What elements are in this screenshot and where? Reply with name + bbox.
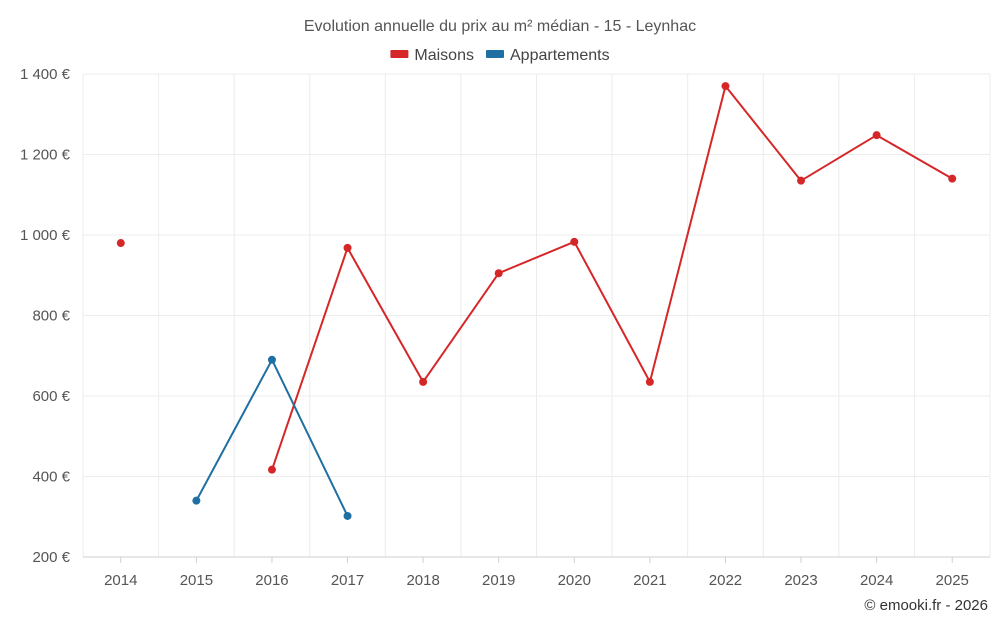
data-point-maisons bbox=[419, 377, 428, 386]
y-tick-label: 800 € bbox=[32, 308, 70, 325]
x-tick-label: 2019 bbox=[482, 572, 515, 589]
chart-title: Evolution annuelle du prix au m² médian … bbox=[304, 18, 696, 35]
data-point-maisons bbox=[570, 237, 579, 246]
x-tick-label: 2025 bbox=[936, 572, 969, 589]
x-tick-label: 2015 bbox=[180, 572, 213, 589]
data-point-appartements bbox=[267, 355, 276, 364]
credit: © emooki.fr - 2026 bbox=[864, 597, 988, 614]
y-tick-label: 200 € bbox=[32, 549, 70, 566]
axes: 200 € 400 € 600 € 800 € 1 000 € 1 200 € 1 400 … bbox=[20, 66, 990, 589]
data-point-appartements bbox=[343, 511, 352, 520]
x-tick-label: 2023 bbox=[784, 572, 817, 589]
x-tick-label: 2014 bbox=[104, 572, 137, 589]
y-tick-label: 1 000 € bbox=[20, 227, 71, 244]
data-point-maisons bbox=[872, 131, 881, 140]
data-point-maisons bbox=[797, 176, 806, 185]
data-point-maisons bbox=[721, 82, 730, 91]
x-tick-label: 2018 bbox=[406, 572, 439, 589]
x-tick-label: 2020 bbox=[558, 572, 591, 589]
y-tick-label: 400 € bbox=[32, 469, 70, 486]
data-point-maisons bbox=[494, 269, 503, 278]
x-tick-label: 2017 bbox=[331, 572, 364, 589]
x-tick-label: 2021 bbox=[633, 572, 666, 589]
data-point-maisons bbox=[267, 465, 276, 474]
grid bbox=[82, 73, 991, 558]
x-tick-label: 2016 bbox=[255, 572, 288, 589]
legend-swatch bbox=[390, 50, 409, 58]
series-line-maisons bbox=[271, 85, 953, 471]
y-tick-label: 600 € bbox=[32, 388, 70, 405]
data-point-maisons bbox=[948, 174, 957, 183]
legend-item-maisons: Maisons bbox=[390, 47, 474, 64]
data-point-appartements bbox=[192, 496, 201, 505]
legend-swatch bbox=[486, 50, 504, 58]
y-tick-label: 1 400 € bbox=[20, 66, 71, 83]
legend: Maisons Appartements bbox=[390, 47, 610, 64]
legend-label: Maisons bbox=[414, 47, 474, 64]
x-tick-label: 2022 bbox=[709, 572, 742, 589]
x-tick-label: 2024 bbox=[860, 572, 893, 589]
data-point-maisons bbox=[116, 239, 125, 248]
y-tick-label: 1 200 € bbox=[20, 147, 71, 164]
legend-item-appartements: Appartements bbox=[486, 47, 610, 64]
data-point-maisons bbox=[343, 243, 352, 252]
series-line-appartements bbox=[195, 358, 349, 517]
series-layer bbox=[116, 82, 957, 520]
data-point-maisons bbox=[645, 377, 654, 386]
legend-label: Appartements bbox=[510, 47, 610, 64]
